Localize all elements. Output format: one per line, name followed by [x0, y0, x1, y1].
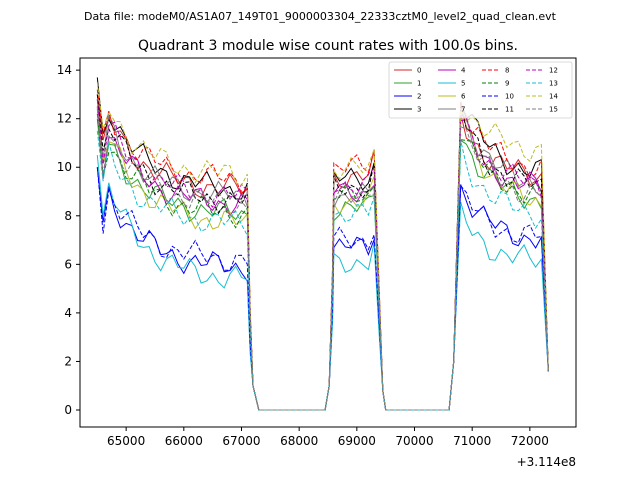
x-tick-label: 72000 [511, 434, 549, 448]
y-tick-label: 10 [57, 160, 72, 174]
legend-label-2: 2 [417, 93, 421, 101]
legend-label-3: 3 [417, 106, 421, 114]
legend-label-9: 9 [505, 80, 509, 88]
series-line-15 [96, 108, 549, 411]
y-tick-label: 8 [64, 209, 72, 223]
legend-label-1: 1 [417, 80, 421, 88]
legend-label-7: 7 [461, 106, 465, 114]
chart-title: Quadrant 3 module wise count rates with … [138, 38, 518, 54]
legend-label-6: 6 [461, 93, 466, 101]
x-tick-label: 71000 [453, 434, 491, 448]
legend-label-10: 10 [505, 93, 514, 101]
x-tick-label: 65000 [107, 434, 145, 448]
x-tick-label: 67000 [222, 434, 260, 448]
y-tick-label: 0 [64, 403, 72, 417]
series-line-13 [96, 130, 549, 411]
x-tick-label: 70000 [395, 434, 433, 448]
y-axis: 0 2 4 6 8 10 12 14 [57, 63, 80, 417]
axes-frame [79, 57, 577, 428]
y-tick-label: 14 [57, 63, 72, 77]
x-axis: 65000 66000 67000 68000 69000 70000 71000 72000 [107, 427, 549, 448]
legend-box [388, 61, 573, 119]
legend-label-15: 15 [549, 106, 558, 114]
legend-label-4: 4 [461, 67, 466, 75]
legend-label-13: 13 [549, 80, 558, 88]
legend-label-12: 12 [549, 67, 558, 75]
legend-label-14: 14 [549, 93, 558, 101]
series-layer [96, 77, 549, 411]
legend-label-0: 0 [417, 67, 421, 75]
data-file-suptitle: Data file: modeM0/AS1A07_149T01_90000033… [84, 10, 557, 23]
x-tick-label: 68000 [280, 434, 318, 448]
x-tick-label: 66000 [165, 434, 203, 448]
plot-area [80, 58, 576, 427]
legend-label-5: 5 [461, 80, 465, 88]
series-line-10 [96, 167, 549, 411]
x-offset-label: +3.114e8 [517, 455, 576, 469]
legend-label-11: 11 [505, 106, 514, 114]
y-tick-label: 12 [57, 112, 72, 126]
x-tick-label: 69000 [338, 434, 376, 448]
y-tick-label: 2 [64, 354, 72, 368]
y-tick-label: 4 [64, 306, 72, 320]
y-tick-label: 6 [64, 257, 72, 271]
legend-label-8: 8 [505, 67, 509, 75]
